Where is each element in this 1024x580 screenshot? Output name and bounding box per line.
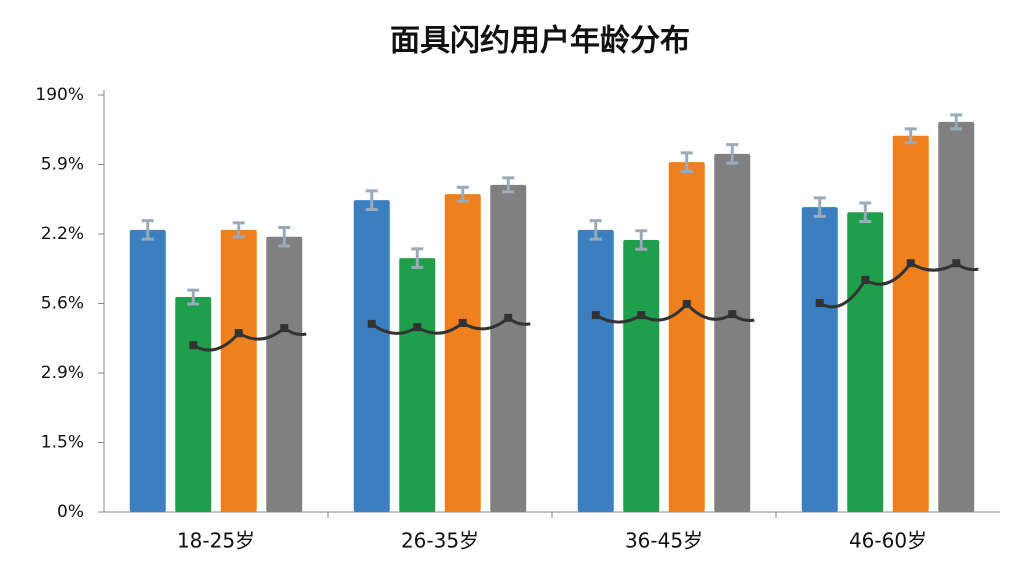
- chart-title: 面具闪约用户年龄分布: [390, 24, 690, 59]
- error-bar: [232, 221, 245, 239]
- bar: [892, 135, 929, 513]
- error-bar: [141, 219, 154, 241]
- error-bar: [502, 176, 515, 194]
- x-tick-label: 26-35岁: [401, 529, 479, 553]
- bar: [444, 194, 481, 513]
- error-bar: [456, 185, 469, 203]
- bar: [353, 200, 390, 512]
- error-bar: [904, 127, 917, 145]
- x-tick-label: 18-25岁: [177, 529, 255, 553]
- line: [192, 326, 307, 352]
- y-tick-label: 2.9%: [41, 363, 84, 383]
- error-bar: [365, 189, 378, 211]
- bar: [399, 258, 436, 512]
- bar: [490, 184, 527, 513]
- y-tick-label: 1.5%: [41, 433, 84, 453]
- line: [370, 315, 531, 335]
- x-tick-label: 46-60岁: [849, 529, 927, 553]
- y-tick-label: 2.2%: [41, 224, 84, 244]
- error-bar: [680, 151, 693, 173]
- error-bar: [589, 219, 602, 241]
- bar: [801, 207, 838, 513]
- bar: [175, 297, 212, 512]
- error-bar: [635, 229, 648, 251]
- y-tick-label: 5.9%: [41, 155, 84, 175]
- error-bar: [950, 113, 963, 131]
- y-tick-label: 190%: [35, 85, 84, 105]
- y-tick-label: 0%: [57, 502, 84, 522]
- error-bar: [278, 226, 291, 248]
- line: [594, 301, 755, 324]
- bar: [714, 153, 751, 513]
- error-bar: [726, 143, 739, 165]
- bar: [847, 212, 884, 512]
- y-tick-label: 5.6%: [41, 294, 84, 314]
- error-bar: [411, 247, 424, 269]
- bar: [623, 240, 660, 513]
- bar: [129, 229, 166, 512]
- bar: [220, 229, 257, 512]
- bar: [938, 121, 975, 512]
- bar: [577, 229, 614, 512]
- line: [818, 261, 979, 309]
- error-bar: [187, 288, 200, 306]
- error-bar: [813, 196, 826, 218]
- bar: [668, 162, 705, 512]
- bar: [266, 236, 303, 512]
- x-tick-label: 36-45岁: [625, 529, 703, 553]
- error-bar: [859, 201, 872, 223]
